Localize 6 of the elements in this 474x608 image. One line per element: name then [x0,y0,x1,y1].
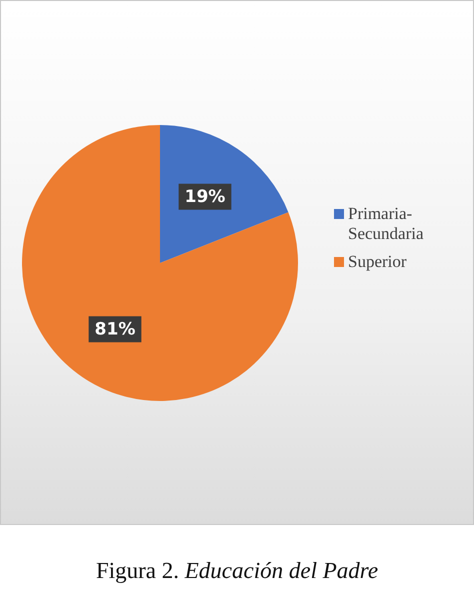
text: Educación del Padre [184,558,378,583]
text: Figura 2. [96,558,179,583]
legend-label: Superior [348,252,408,272]
data-label: 19% [184,187,226,208]
data-label: 81% [94,320,136,340]
legend-label: Primaria-Secundaria [348,204,425,244]
